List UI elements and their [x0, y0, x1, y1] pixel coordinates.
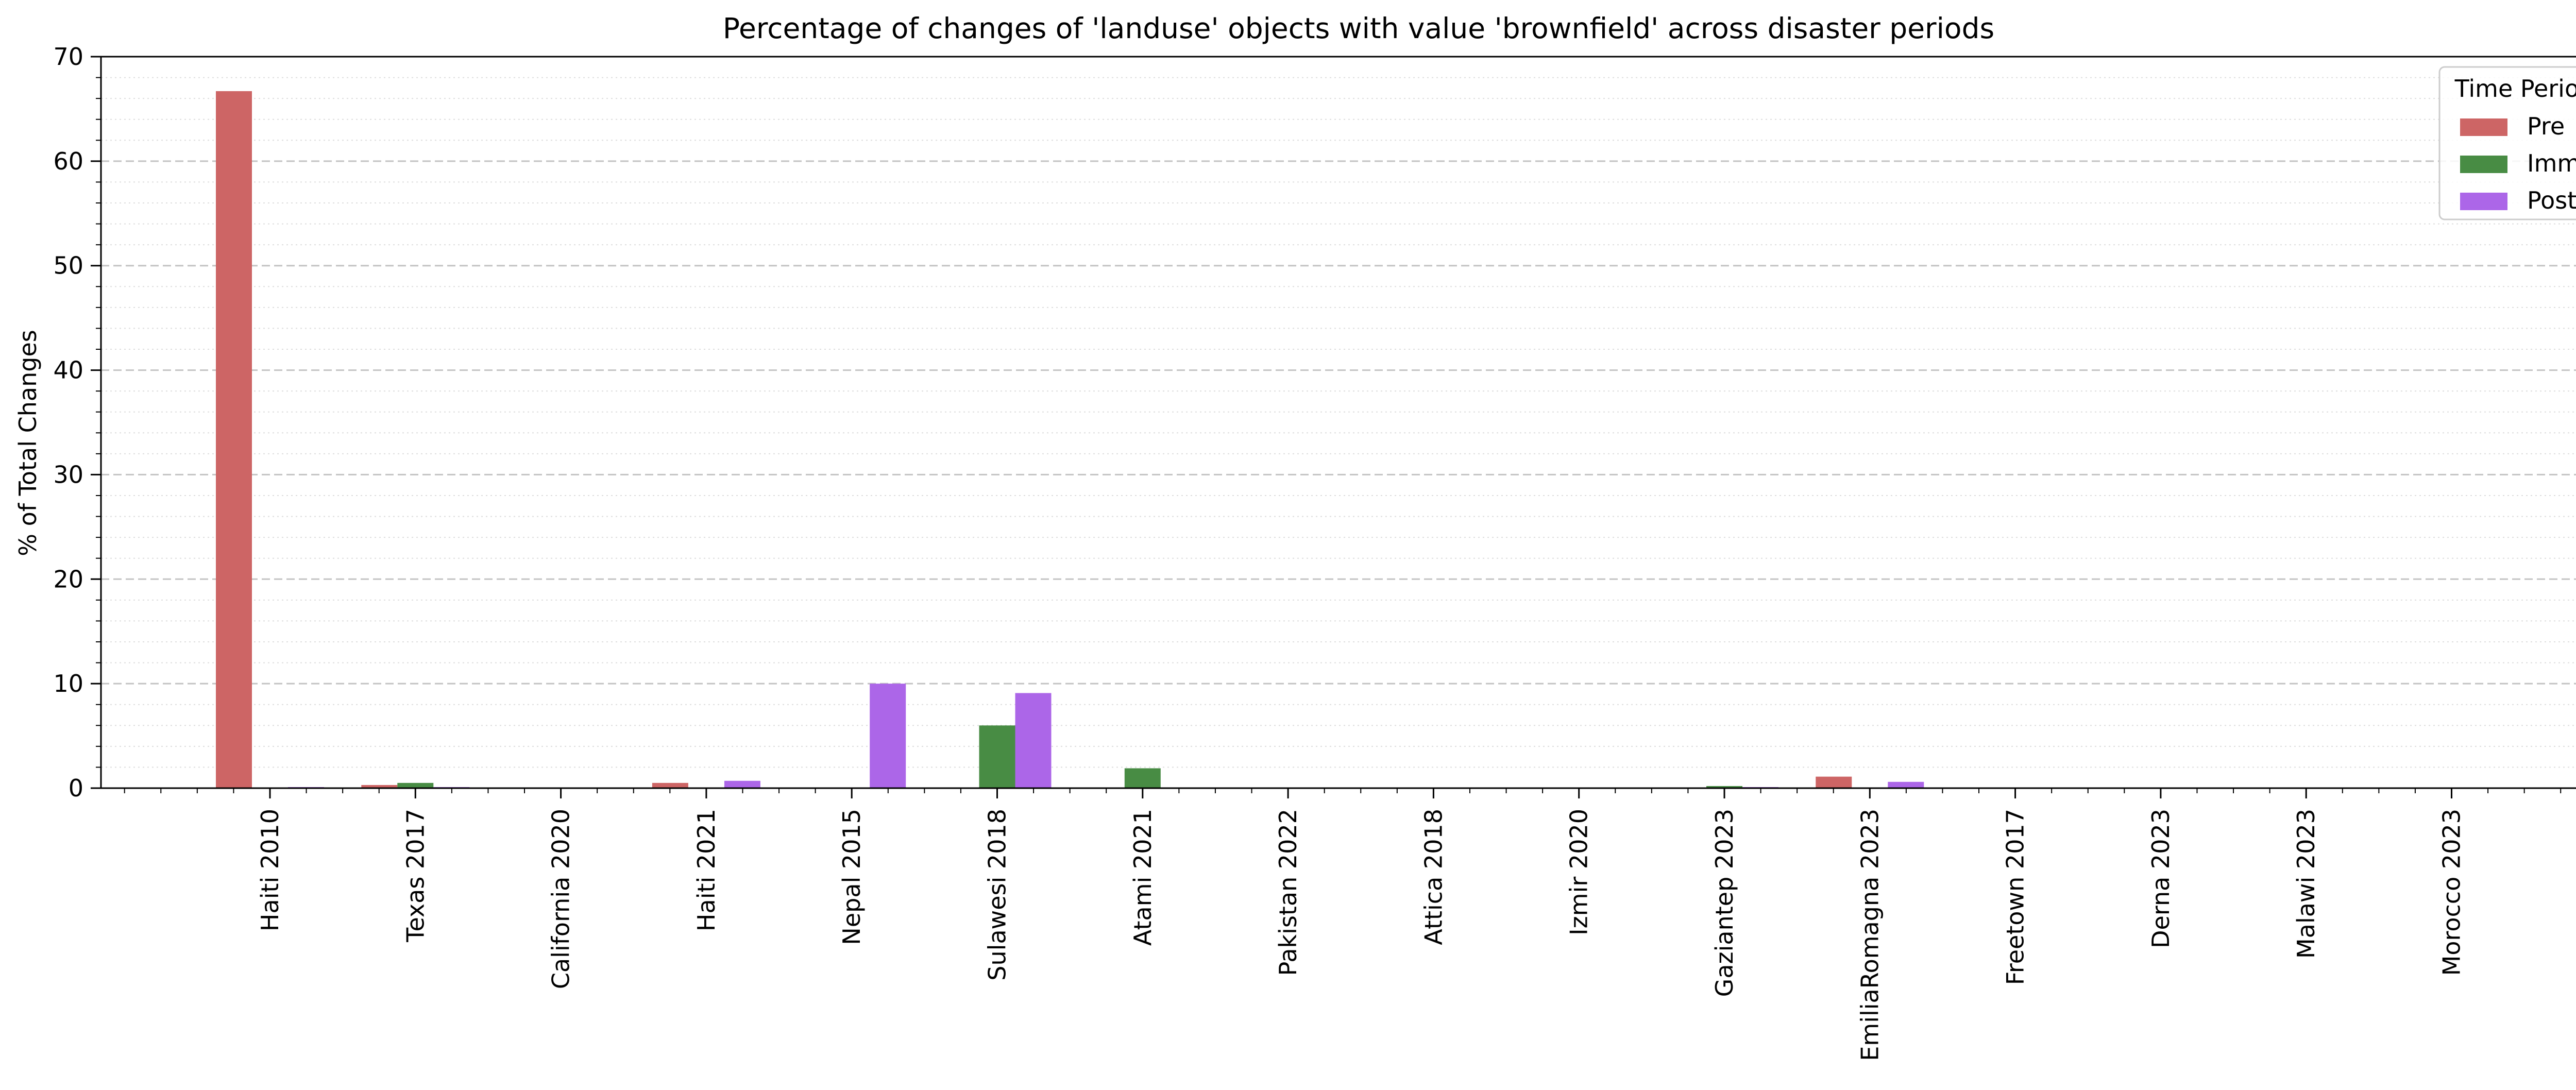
x-tick-label: Haiti 2021	[692, 809, 720, 931]
bar-imm-atami-2021	[1124, 768, 1161, 788]
x-tick-label: Nepal 2015	[838, 809, 866, 945]
legend: Time Period Pre Imm Post	[2438, 66, 2576, 220]
bar-imm-sulawesi-2018	[979, 725, 1015, 788]
legend-label-pre: Pre	[2527, 112, 2565, 140]
bar-post-emiliaromagna-2023	[1888, 781, 1924, 788]
legend-swatch-imm	[2460, 156, 2507, 173]
x-tick-label: Pakistan 2022	[1274, 809, 1302, 976]
x-tick-label: Texas 2017	[401, 809, 429, 943]
y-tick-label: 50	[53, 252, 83, 280]
legend-swatch-pre	[2460, 118, 2507, 136]
x-tick-label: Derna 2023	[2147, 809, 2175, 948]
y-tick-label: 70	[53, 43, 83, 71]
bar-post-sulawesi-2018	[1015, 693, 1052, 788]
x-tick-label: Haiti 2010	[256, 809, 284, 931]
bars	[216, 91, 1924, 788]
x-tick-label: Izmir 2020	[1565, 809, 1593, 935]
legend-label-imm: Imm	[2527, 149, 2576, 177]
y-tick-label: 10	[53, 670, 83, 697]
legend-box	[2438, 66, 2576, 220]
x-tick-label: Gaziantep 2023	[1710, 809, 1738, 997]
y-tick-label: 20	[53, 565, 83, 593]
bar-post-haiti-2021	[724, 780, 760, 788]
y-axis-label: % of Total Changes	[14, 330, 42, 556]
plot-frame	[100, 56, 2576, 789]
bar-imm-texas-2017	[397, 782, 434, 788]
x-tick-label: Malawi 2023	[2292, 809, 2320, 959]
bar-post-nepal-2015	[870, 684, 906, 788]
x-tick-label: Morocco 2023	[2438, 809, 2466, 976]
grid	[101, 56, 2576, 768]
y-tick-label: 60	[53, 147, 83, 175]
x-tick-label: Sulawesi 2018	[984, 809, 1011, 981]
bar-pre-texas-2017	[361, 785, 398, 788]
legend-label-post: Post	[2527, 186, 2576, 214]
chart-title: Percentage of changes of 'landuse' objec…	[723, 12, 1994, 45]
x-tick-label: Attica 2018	[1419, 809, 1447, 945]
legend-title: Time Period	[2454, 75, 2576, 103]
legend-swatch-post	[2460, 193, 2507, 210]
y-tick-label: 40	[53, 356, 83, 384]
bar-pre-haiti-2010	[216, 91, 252, 788]
axes: 0 10 20 30 40 50 60 70 Haiti 2010 Texas 2017 Calif…	[53, 43, 2576, 1061]
y-tick-label: 30	[53, 461, 83, 488]
bar-imm-gaziantep-2023	[1706, 786, 1742, 788]
bar-pre-emiliaromagna-2023	[1816, 776, 1852, 788]
x-tick-label: Atami 2021	[1129, 809, 1157, 946]
y-tick-label: 0	[69, 774, 83, 802]
x-tick-label: California 2020	[547, 809, 575, 989]
x-tick-label: EmiliaRomagna 2023	[1856, 809, 1884, 1061]
bar-pre-haiti-2021	[652, 782, 688, 788]
x-tick-label: Freetown 2017	[2002, 809, 2029, 985]
